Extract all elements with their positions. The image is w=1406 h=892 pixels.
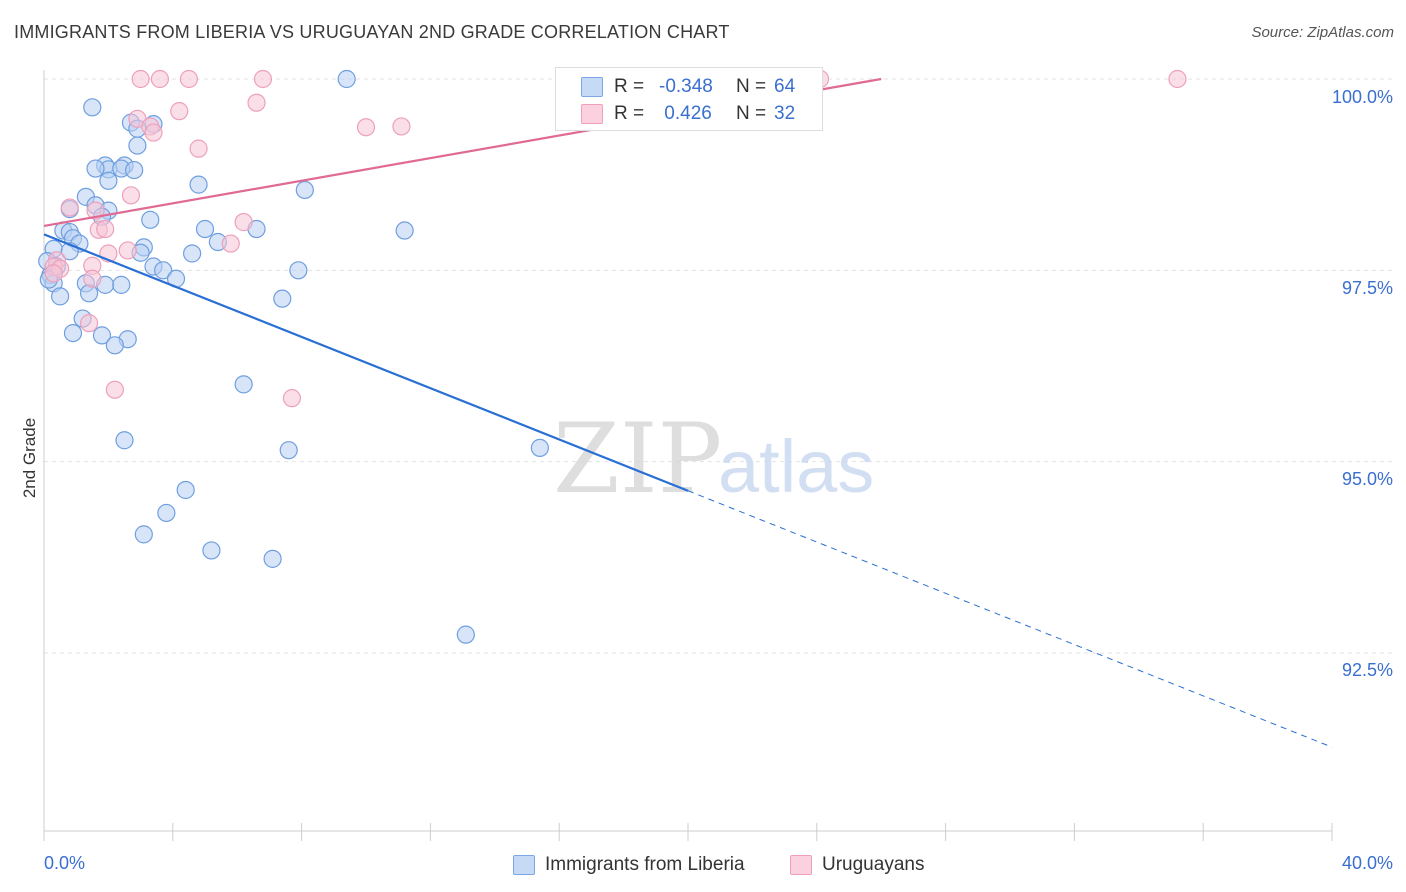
liberia-point-48[interactable]: [63, 323, 83, 343]
liberia-legend-swatch: [513, 855, 535, 875]
liberia-points: [38, 69, 549, 644]
liberia-point-10[interactable]: [86, 159, 105, 178]
liberia-trend-line: [43, 233, 689, 492]
liberia-point-33[interactable]: [183, 244, 202, 263]
liberia-point-52[interactable]: [234, 375, 253, 394]
watermark-atlas: atlas: [718, 425, 874, 508]
x-ticks: [43, 823, 1333, 841]
liberia-point-5[interactable]: [128, 136, 147, 155]
y-axis-label: 2nd Grade: [20, 417, 39, 499]
n-label: N =: [736, 103, 767, 124]
liberia-point-11[interactable]: [125, 160, 144, 180]
liberia-point-21[interactable]: [195, 219, 215, 239]
r-value: 0.426: [659, 103, 712, 124]
liberia-point-37[interactable]: [289, 261, 308, 280]
uruguay-point-5[interactable]: [1168, 69, 1187, 89]
grid-lines: [44, 78, 1392, 654]
liberia-point-45[interactable]: [50, 287, 70, 306]
uruguay-point-16[interactable]: [60, 198, 79, 217]
liberia-point-1[interactable]: [337, 69, 356, 89]
liberia-point-57[interactable]: [157, 503, 176, 523]
liberia-point-20[interactable]: [141, 210, 160, 229]
liberia-point-36[interactable]: [154, 261, 173, 280]
liberia-point-55[interactable]: [530, 438, 549, 457]
uruguay-point-31[interactable]: [282, 389, 302, 408]
n-label: N =: [736, 76, 767, 97]
stats-row-uruguay: R = 0.426 N = 32: [556, 101, 822, 127]
legend-item-liberia[interactable]: Immigrants from Liberia: [513, 852, 745, 878]
uruguay-point-21[interactable]: [118, 241, 137, 260]
legend-label: Uruguayans: [822, 854, 925, 875]
uruguay-legend-swatch: [790, 855, 812, 875]
uruguay-point-18[interactable]: [234, 213, 253, 232]
liberia-point-23[interactable]: [395, 221, 414, 240]
uruguay-point-15[interactable]: [86, 201, 105, 220]
y-tick-95: 95.0%: [1341, 469, 1393, 489]
legend-item-uruguay[interactable]: Uruguayans: [790, 852, 924, 878]
watermark-zip: ZIP: [553, 403, 722, 515]
liberia-point-61[interactable]: [456, 625, 475, 644]
liberia-point-53[interactable]: [115, 431, 134, 450]
uruguay-point-29[interactable]: [79, 314, 99, 333]
liberia-trend-extension: [687, 490, 1333, 748]
liberia-point-0[interactable]: [83, 98, 102, 117]
watermark: ZIP atlas: [553, 403, 874, 515]
r-value: -0.348: [659, 76, 713, 97]
uruguay-point-3[interactable]: [253, 69, 273, 89]
uruguay-point-27[interactable]: [44, 264, 63, 283]
series-legend: Immigrants from Liberia Uruguayans: [0, 852, 1406, 878]
uruguay-point-28[interactable]: [83, 269, 102, 288]
liberia-point-46[interactable]: [273, 289, 292, 308]
uruguay-point-8[interactable]: [170, 102, 189, 121]
liberia-point-60[interactable]: [263, 549, 282, 568]
uruguay-point-0[interactable]: [131, 69, 150, 89]
x-tick-min: 0.0%: [44, 853, 86, 873]
liberia-swatch: [581, 77, 603, 97]
liberia-point-58[interactable]: [134, 525, 153, 544]
uruguay-swatch: [581, 104, 603, 124]
uruguay-point-1[interactable]: [150, 69, 170, 89]
y-tick-97-5: 97.5%: [1341, 278, 1393, 298]
liberia-point-51[interactable]: [105, 336, 124, 355]
liberia-point-54[interactable]: [279, 441, 298, 460]
stats-row-liberia: R = -0.348 N = 64: [556, 74, 822, 100]
liberia-point-14[interactable]: [295, 180, 314, 200]
liberia-point-56[interactable]: [176, 480, 195, 500]
uruguay-point-19[interactable]: [96, 219, 115, 239]
liberia-point-59[interactable]: [202, 541, 221, 560]
uruguay-point-2[interactable]: [179, 69, 198, 89]
uruguay-point-20[interactable]: [221, 234, 240, 253]
n-value: 32: [774, 103, 796, 124]
n-value: 64: [774, 76, 796, 97]
uruguay-point-11[interactable]: [356, 118, 376, 137]
r-label: R =: [614, 76, 645, 97]
liberia-point-43[interactable]: [112, 275, 131, 294]
chart-title: IMMIGRANTS FROM LIBERIA VS URUGUAYAN 2ND…: [14, 22, 730, 42]
liberia-point-13[interactable]: [189, 175, 208, 194]
source-label: Source: ZipAtlas.com: [1251, 24, 1394, 41]
uruguay-point-30[interactable]: [105, 380, 124, 399]
r-label: R =: [614, 103, 645, 124]
liberia-point-12[interactable]: [99, 171, 118, 190]
uruguay-point-13[interactable]: [189, 139, 208, 158]
uruguay-point-10[interactable]: [144, 123, 163, 142]
y-tick-92-5: 92.5%: [1341, 660, 1393, 680]
liberia-point-49[interactable]: [92, 326, 112, 345]
legend-label: Immigrants from Liberia: [545, 854, 745, 875]
stats-legend: R = -0.348 N = 64 R = 0.426 N = 32: [555, 67, 823, 131]
uruguay-point-14[interactable]: [121, 186, 141, 205]
uruguay-point-12[interactable]: [392, 117, 411, 136]
y-tick-100: 100.0%: [1331, 87, 1393, 107]
x-tick-max: 40.0%: [1341, 853, 1393, 873]
uruguay-point-6[interactable]: [247, 93, 266, 112]
